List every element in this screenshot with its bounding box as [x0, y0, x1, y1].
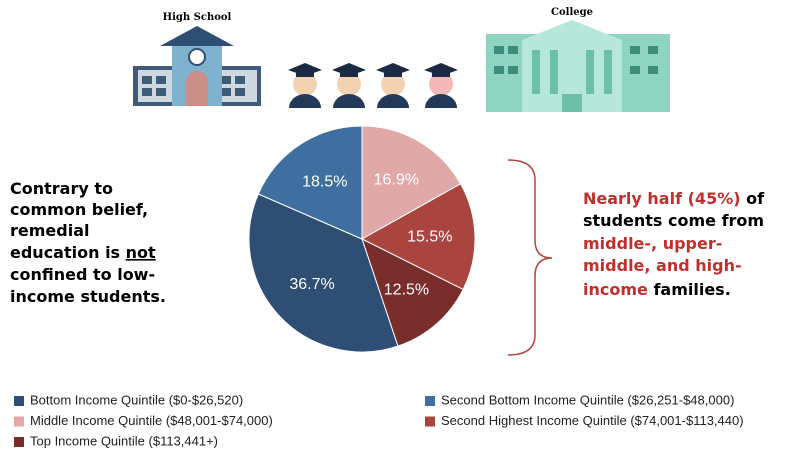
college-icon	[486, 20, 670, 112]
infographic: High School College	[0, 0, 806, 456]
pie: 16.9% 15.5% 12.5% 36.7% 18.5%	[249, 126, 475, 352]
note-line: Contrary to	[10, 179, 113, 198]
legend: Bottom Income Quintile ($0-$26,520) Secon…	[14, 392, 744, 448]
high-school-label: High School	[163, 12, 232, 23]
note-line: of	[741, 189, 766, 208]
legend-label: Top Income Quintile ($113,441+)	[30, 433, 218, 448]
note-line: common belief,	[10, 200, 148, 219]
legend-swatch	[14, 417, 24, 427]
left-note: Contrary to common belief, remedial educ…	[10, 179, 166, 306]
note-emphasis: not	[126, 243, 156, 262]
note-line: students come from	[583, 211, 764, 230]
graduates-icon	[288, 63, 458, 108]
brace	[508, 160, 552, 355]
high-school-icon	[133, 26, 261, 106]
value-label: 36.7%	[289, 276, 334, 293]
legend-label: Bottom Income Quintile ($0-$26,520)	[30, 392, 243, 407]
note-line: income students.	[10, 287, 166, 306]
note-highlight: income	[583, 280, 648, 299]
value-label: 12.5%	[384, 281, 429, 298]
value-label: 15.5%	[407, 229, 452, 246]
legend-label: Second Highest Income Quintile ($74,001-…	[441, 413, 744, 428]
value-label: 16.9%	[374, 172, 419, 189]
note-line: confined to low-	[10, 265, 155, 284]
legend-swatch	[425, 396, 435, 406]
note-highlight: Nearly half (45%)	[583, 189, 741, 208]
legend-swatch	[14, 396, 24, 406]
legend-label: Second Bottom Income Quintile ($26,251-$…	[441, 392, 734, 407]
note-highlight: middle-, upper-	[583, 234, 722, 253]
legend-swatch	[425, 417, 435, 427]
legend-label: Middle Income Quintile ($48,001-$74,000)	[30, 413, 273, 428]
note-highlight: middle, and high-	[583, 256, 742, 275]
legend-swatch	[14, 437, 24, 447]
note-line: education is	[10, 243, 126, 262]
note-line: families.	[648, 280, 731, 299]
value-label: 18.5%	[302, 174, 347, 191]
note-line: remedial	[10, 221, 89, 240]
college-label: College	[551, 7, 593, 18]
